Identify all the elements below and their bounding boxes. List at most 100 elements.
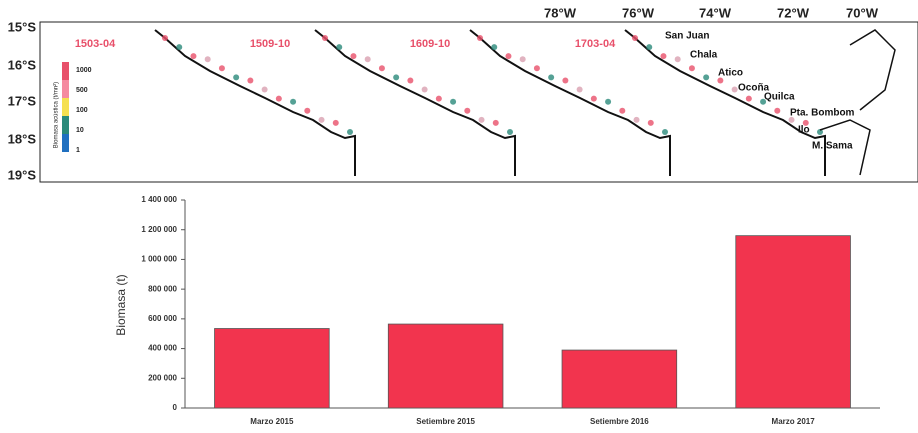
y-tick-label: 800 000 xyxy=(148,284,177,293)
legend-label: 500 xyxy=(76,87,88,94)
biomass-patch xyxy=(788,116,795,123)
biomass-patch xyxy=(507,129,513,135)
biomass-patch xyxy=(190,53,197,60)
biomass-patch xyxy=(378,65,385,72)
biomass-patch xyxy=(435,95,442,102)
x-tick-label: Setiembre 2016 xyxy=(590,417,649,426)
biomass-patch xyxy=(576,86,583,93)
place-label: Chala xyxy=(690,50,718,61)
y-tick-label: 400 000 xyxy=(148,344,177,353)
bar xyxy=(214,328,330,409)
x-tick-label: Marzo 2017 xyxy=(772,417,816,426)
border xyxy=(819,29,896,176)
map: 15°S 16°S 17°S 18°S 19°S 78°W 76°W 74°W 72°W 70°W… xyxy=(8,5,896,182)
y-tick-label: 1 200 000 xyxy=(141,225,177,234)
lon-label: 76°W xyxy=(622,5,655,20)
y-tick-label: 1 000 000 xyxy=(141,255,177,264)
coastline xyxy=(624,29,826,176)
legend-label: 1 xyxy=(76,147,80,154)
biomass-patch xyxy=(261,86,268,93)
legend-swatch xyxy=(62,80,69,98)
biomass-patch xyxy=(817,129,823,135)
biomass-patch xyxy=(290,98,297,105)
y-tick-label: 0 xyxy=(173,403,178,412)
x-tick-label: Marzo 2015 xyxy=(250,417,294,426)
biomass-patch xyxy=(304,107,311,114)
biomass-patch xyxy=(322,35,328,41)
biomass-patch xyxy=(332,119,339,126)
biomass-patch xyxy=(336,44,343,51)
bar xyxy=(735,235,851,409)
biomass-patch xyxy=(350,53,357,60)
lat-label: 18°S xyxy=(8,131,37,146)
biomass-patch xyxy=(717,77,724,84)
biomass-patch xyxy=(745,95,752,102)
biomass-patch xyxy=(364,56,371,63)
legend-swatch xyxy=(62,62,69,80)
biomass-patch xyxy=(218,65,225,72)
biomass-patch xyxy=(275,95,282,102)
legend-swatch xyxy=(62,134,69,152)
biomass-patch xyxy=(162,35,168,41)
biomass-patch xyxy=(674,56,681,63)
place-label: Pta. Bombom xyxy=(790,108,855,119)
biomass-patch xyxy=(464,107,471,114)
biomass-patch xyxy=(605,98,612,105)
biomass-patch xyxy=(647,119,654,126)
biomass-patch xyxy=(318,116,325,123)
lat-label: 19°S xyxy=(8,167,37,182)
biomass-patch xyxy=(233,74,240,81)
biomass-patch xyxy=(590,95,597,102)
biomass-patch xyxy=(562,77,569,84)
bar xyxy=(561,349,678,409)
lon-label: 70°W xyxy=(846,5,879,20)
lon-label: 72°W xyxy=(777,5,810,20)
biomass-patch xyxy=(393,74,400,81)
biomass-patch xyxy=(703,74,710,81)
biomass-patch xyxy=(176,44,183,51)
biomass-patch xyxy=(633,116,640,123)
x-tick-label: Setiembre 2015 xyxy=(416,417,475,426)
bar-chart: 0 200 000 400 000 600 000 800 000 1 000 000 1 … xyxy=(114,195,880,426)
place-label: Quilca xyxy=(764,92,795,103)
biomass-patch xyxy=(632,35,638,41)
biomass-patch xyxy=(478,116,485,123)
lat-label: 15°S xyxy=(8,19,37,34)
y-tick-label: 600 000 xyxy=(148,314,177,323)
lon-label: 78°W xyxy=(544,5,577,20)
biomass-patch xyxy=(533,65,540,72)
lat-label: 17°S xyxy=(8,93,37,108)
legend-swatch xyxy=(62,98,69,116)
legend-swatch xyxy=(62,116,69,134)
place-label: M. Sama xyxy=(812,141,853,152)
biomass-patch xyxy=(646,44,653,51)
legend-title: Biomasa acústica (t/mn²) xyxy=(54,82,60,148)
biomass-patch xyxy=(204,56,211,63)
biomass-patch xyxy=(450,98,457,105)
biomass-patch xyxy=(477,35,483,41)
panel-title: 1609-10 xyxy=(410,38,450,50)
panel-title: 1503-04 xyxy=(75,38,116,50)
biomass-patch xyxy=(688,65,695,72)
panel-title: 1703-04 xyxy=(575,38,616,50)
biomass-patch xyxy=(802,119,809,126)
biomass-patch xyxy=(421,86,428,93)
coastline xyxy=(314,29,516,176)
place-label: San Juan xyxy=(665,31,709,42)
biomass-patch xyxy=(407,77,414,84)
biomass-patch xyxy=(662,129,668,135)
panel-title: 1509-10 xyxy=(250,38,290,50)
biomass-patch xyxy=(491,44,498,51)
y-tick-label: 200 000 xyxy=(148,373,177,382)
biomass-patch xyxy=(347,129,353,135)
biomass-patch xyxy=(519,56,526,63)
biomass-patch xyxy=(731,86,738,93)
coastline xyxy=(154,29,356,176)
y-tick-label: 1 400 000 xyxy=(141,195,177,204)
bar xyxy=(387,323,504,409)
legend-label: 1000 xyxy=(76,67,92,74)
biomass-patch xyxy=(760,98,767,105)
biomass-patch xyxy=(548,74,555,81)
map-frame xyxy=(39,21,918,183)
